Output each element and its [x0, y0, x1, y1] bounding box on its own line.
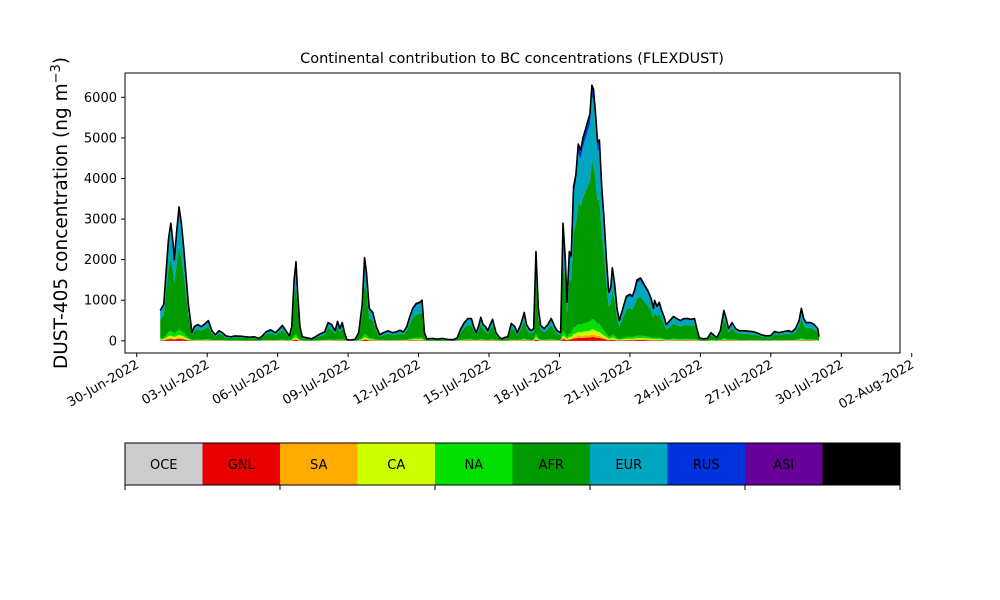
- y-tick-label-5000: 5000: [84, 131, 117, 146]
- y-axis-label: DUST-405 concentration (ng m−3): [49, 57, 72, 369]
- y-axis-label-unit-superscript: −3: [49, 64, 64, 83]
- y-axis: 0 1000 2000 3000 4000 5000 6000: [84, 91, 125, 349]
- x-tick-label: 03-Jul-2022: [139, 357, 212, 408]
- area-eur: [160, 96, 819, 341]
- legend-swatch-eur: [590, 443, 668, 485]
- legend-swatch-na: [435, 443, 513, 485]
- legend-swatch-oce: [125, 443, 203, 485]
- legend-label-oce: OCE: [150, 458, 178, 473]
- legend-swatch-ca: [357, 443, 435, 485]
- x-tick-label: 30-Jun-2022: [65, 357, 142, 410]
- legend-frame: [124, 442, 901, 486]
- legend-swatch-aus: [822, 443, 900, 485]
- legend-label-gnl: GNL: [228, 458, 256, 473]
- legend-swatch-afr: [512, 443, 590, 485]
- y-tick-label-2000: 2000: [84, 253, 117, 268]
- y-tick-label-0: 0: [109, 334, 117, 349]
- x-tick-label: 27-Jul-2022: [703, 357, 776, 408]
- x-tick-label: 18-Jul-2022: [492, 357, 565, 408]
- legend-label-aus: AUS: [848, 458, 875, 473]
- plot-area: [159, 84, 820, 341]
- color-legend: OCE GNL SA CA NA AFR EUR RUS ASI AUS: [124, 442, 901, 490]
- area-afr: [160, 160, 819, 341]
- legend-label-sa: SA: [310, 458, 327, 473]
- y-tick-label-4000: 4000: [84, 172, 117, 187]
- area-asi: [160, 85, 819, 341]
- x-tick-label: 02-Aug-2022: [836, 357, 916, 412]
- x-tick-label: 06-Jul-2022: [210, 357, 283, 408]
- x-tick-label: 24-Jul-2022: [633, 357, 706, 408]
- total-concentration-line: [159, 84, 820, 341]
- legend-label-ca: CA: [387, 458, 405, 473]
- legend-swatch-asi: [745, 443, 823, 485]
- y-tick-label-1000: 1000: [84, 294, 117, 309]
- x-axis: 30-Jun-202203-Jul-202206-Jul-202209-Jul-…: [65, 353, 917, 413]
- axes-frame: [124, 72, 901, 354]
- x-tick-label: 21-Jul-2022: [562, 357, 635, 408]
- x-tick-label: 15-Jul-2022: [421, 357, 494, 408]
- legend-swatch-gnl: [202, 443, 280, 485]
- legend-label-eur: EUR: [615, 458, 642, 473]
- legend-label-afr: AFR: [539, 458, 564, 473]
- y-tick-label-3000: 3000: [84, 213, 117, 228]
- x-tick-label: 09-Jul-2022: [280, 357, 353, 408]
- legend-label-rus: RUS: [693, 458, 720, 473]
- legend-swatch-sa: [280, 443, 358, 485]
- legend-label-asi: ASI: [773, 458, 794, 473]
- area-rus: [160, 87, 819, 341]
- y-axis-label-main: DUST-405 concentration (ng m: [51, 83, 72, 369]
- chart-title: Continental contribution to BC concentra…: [300, 51, 724, 67]
- x-tick-label: 30-Jul-2022: [773, 357, 846, 408]
- y-tick-label-6000: 6000: [84, 91, 117, 106]
- legend-label-na: NA: [464, 458, 483, 473]
- legend-swatch-rus: [667, 443, 745, 485]
- x-tick-label: 12-Jul-2022: [351, 357, 424, 408]
- y-axis-label-close: ): [51, 57, 72, 64]
